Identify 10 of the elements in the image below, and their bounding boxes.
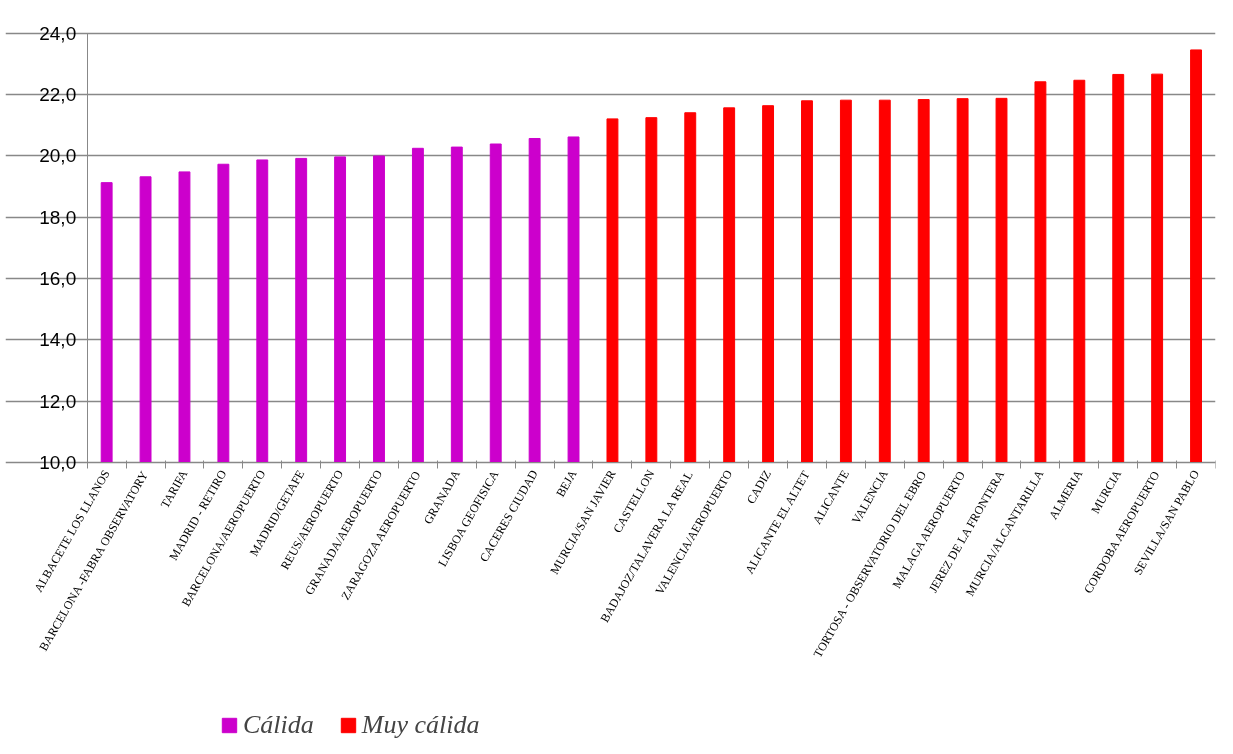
legend-label: Cálida <box>243 710 314 740</box>
y-tick-label: 16,0 <box>39 268 77 290</box>
y-tick-label: 20,0 <box>39 145 77 167</box>
y-tick-label: 24,0 <box>39 22 77 44</box>
y-tick-label: 22,0 <box>39 84 77 106</box>
y-tick-label: 10,0 <box>39 451 77 473</box>
y-tick-label: 14,0 <box>39 329 77 351</box>
y-tick-label: 12,0 <box>39 390 77 412</box>
y-tick-label: 18,0 <box>39 206 77 228</box>
legend-label: Muy cálida <box>361 710 480 740</box>
